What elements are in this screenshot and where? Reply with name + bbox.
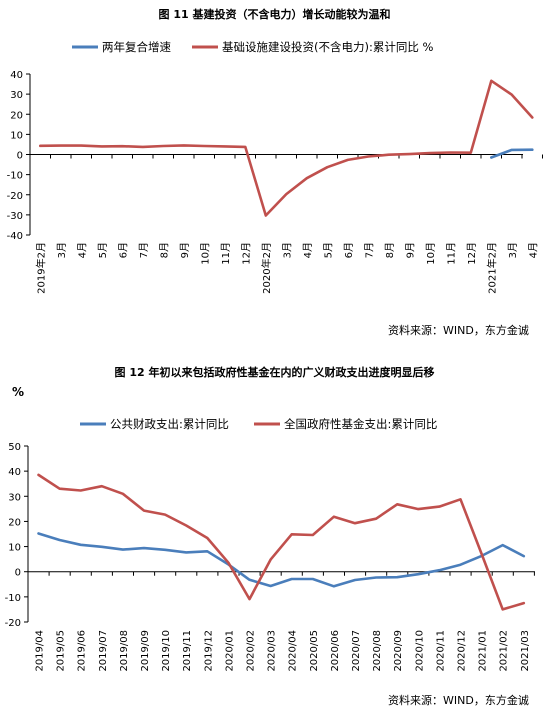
chart1-y-tick-label: -40 bbox=[7, 231, 23, 242]
chart2-ylabel: % bbox=[12, 385, 25, 399]
chart2-x-tick-label: 2020/12 bbox=[457, 630, 468, 672]
chart1-x-tick-label: 6月 bbox=[117, 242, 129, 258]
chart2-x-tick-label: 2020/09 bbox=[393, 630, 404, 672]
chart1-x-tick-label: 10月 bbox=[425, 242, 437, 265]
chart1-x-tick-label: 12月 bbox=[240, 242, 252, 265]
chart1-x-tick-label: 8月 bbox=[384, 242, 396, 258]
chart2-x-tick-label: 2020/11 bbox=[435, 630, 446, 672]
chart1-x-tick-label: 3月 bbox=[56, 242, 68, 258]
chart1-x-tick-label: 2021年2月 bbox=[485, 242, 498, 294]
chart1-y-tick-label: -30 bbox=[7, 211, 23, 222]
chart1-x-tick-label: 5月 bbox=[97, 242, 109, 258]
chart2-x-tick-label: 2021/01 bbox=[478, 630, 489, 672]
chart2-x-tick-label: 2019/08 bbox=[119, 630, 130, 672]
chart2-x-tick-label: 2019/09 bbox=[140, 630, 151, 672]
chart2-x-tick-label: 2020/10 bbox=[414, 630, 425, 672]
chart1-svg: -40 -30 -20 -10 0 10 20 30 40 2019年2月 3月 4月 5月 6月 7月 8月… bbox=[7, 40, 543, 294]
chart1-x-tick-label: 11月 bbox=[220, 242, 232, 265]
chart2-y-tick-label: 10 bbox=[8, 543, 21, 554]
chart2-title: 图 12 年初以来包括政府性基金在内的广义财政支出进度明显后移 bbox=[114, 366, 435, 379]
chart2-x-tick-label: 2019/05 bbox=[56, 630, 67, 672]
chart1-y-tick-label: 40 bbox=[10, 70, 23, 81]
chart1-y-tick-label: 0 bbox=[17, 151, 23, 162]
chart1-x-tick-label: 4月 bbox=[76, 242, 88, 258]
chart2-y-tick-label: 30 bbox=[8, 492, 21, 503]
chart1-legend-label-2: 基础设施建设投资(不含电力):累计同比 % bbox=[222, 40, 434, 54]
chart1-series-line-2 bbox=[38, 79, 534, 217]
chart1-x-tick-label: 2020年2月 bbox=[260, 242, 273, 294]
chart2-y-tick-label: 50 bbox=[8, 442, 21, 453]
chart1-x-tick-label: 2019年2月 bbox=[34, 242, 47, 294]
chart2-series-line-2 bbox=[37, 473, 526, 611]
chart1-x-tick-label: 12月 bbox=[466, 242, 478, 265]
chart1-x-tick-label: 9月 bbox=[179, 242, 191, 258]
chart1-x-tick-label: 10月 bbox=[199, 242, 211, 265]
chart2-x-tick-label: 2019/07 bbox=[98, 630, 109, 672]
chart1-title: 图 11 基建投资（不含电力）增长动能较为温和 bbox=[158, 8, 391, 21]
chart2-x-tick-label: 2020/03 bbox=[267, 630, 278, 672]
chart1-x-tick-label: 4月 bbox=[302, 242, 314, 258]
chart2-y-tick-label: -20 bbox=[5, 618, 21, 629]
chart2-series-line-1 bbox=[37, 532, 526, 588]
chart2-x-tick-label: 2020/04 bbox=[288, 630, 299, 672]
chart2-x-tick-label: 2021/02 bbox=[499, 630, 510, 672]
chart2-x-tick-label: 2020/07 bbox=[351, 630, 362, 672]
chart1-y-tick-label: -20 bbox=[7, 191, 23, 202]
chart1-series-line-1 bbox=[489, 148, 534, 159]
chart1-x-tick-label: 7月 bbox=[363, 242, 375, 258]
chart2-y-tick-label: 0 bbox=[15, 568, 21, 579]
chart2-x-tick-label: 2019/06 bbox=[77, 630, 88, 672]
chart1-x-tick-label: 3月 bbox=[281, 242, 293, 258]
chart2-x-tick-label: 2019/10 bbox=[161, 630, 172, 672]
chart1-x-tick-label: 8月 bbox=[158, 242, 170, 258]
chart2-x-tick-label: 2020/05 bbox=[309, 630, 320, 672]
chart1-legend-label-1: 两年复合增速 bbox=[102, 40, 171, 54]
chart2-x-tick-label: 2020/02 bbox=[246, 630, 257, 672]
chart2-x-tick-label: 2021/03 bbox=[520, 630, 531, 672]
chart2-x-tick-label: 2019/12 bbox=[203, 630, 214, 672]
chart2-y-tick-label: 40 bbox=[8, 467, 21, 478]
chart2-x-tick-label: 2019/11 bbox=[182, 630, 193, 672]
chart1-y-tick-label: -10 bbox=[7, 171, 23, 182]
chart2-x-tick-label: 2019/04 bbox=[35, 630, 46, 672]
chart2-x-tick-label: 2020/06 bbox=[330, 630, 341, 672]
chart1-y-tick-label: 30 bbox=[10, 90, 23, 101]
chart2-source: 资料来源：WIND，东方金诚 bbox=[388, 694, 529, 707]
chart1-source: 资料来源：WIND，东方金诚 bbox=[388, 324, 529, 337]
chart1-y-tick-label: 10 bbox=[10, 130, 23, 141]
chart2-y-tick-label: -10 bbox=[5, 593, 21, 604]
chart1-x-tick-label: 5月 bbox=[322, 242, 334, 258]
chart1-x-tick-label: 6月 bbox=[343, 242, 355, 258]
chart2-x-tick-label: 2020/08 bbox=[372, 630, 383, 672]
chart2-x-tick-label: 2020/01 bbox=[224, 630, 235, 672]
chart1-x-tick-label: 7月 bbox=[138, 242, 150, 258]
chart1-x-tick-label: 4月 bbox=[527, 242, 539, 258]
chart2-legend-label-2: 全国政府性基金支出:累计同比 bbox=[284, 417, 437, 431]
chart1-y-tick-label: 20 bbox=[10, 110, 23, 121]
chart1-x-tick-label: 3月 bbox=[507, 242, 519, 258]
chart1-x-tick-label: 9月 bbox=[404, 242, 416, 258]
chart2-y-tick-label: 20 bbox=[8, 517, 21, 528]
chart1-x-tick-label: 11月 bbox=[445, 242, 457, 265]
chart2-legend-label-1: 公共财政支出:累计同比 bbox=[110, 417, 229, 431]
